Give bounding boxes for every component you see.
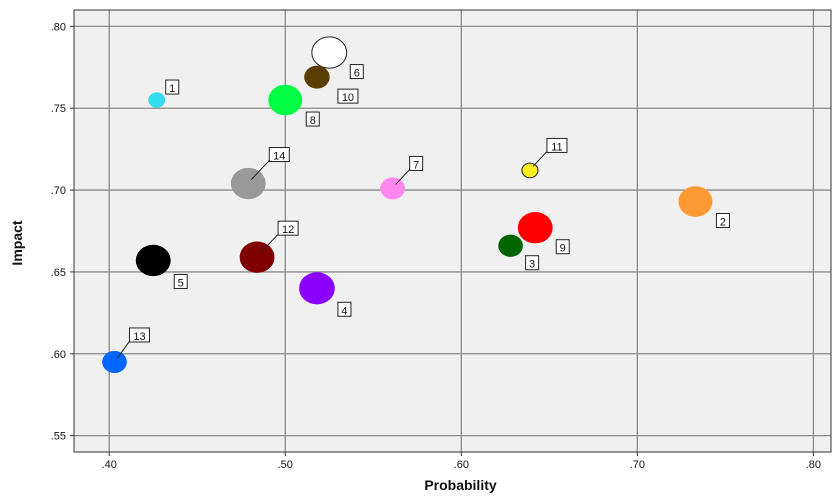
point-label-box: [525, 255, 540, 271]
point-label-box: [268, 147, 290, 163]
plot-area: [74, 10, 831, 452]
axis-ticks: .40 .50 .60 .70 .80 .55 .60 .65 .70 .75 .80: [51, 21, 821, 471]
point-label: 14: [273, 151, 285, 163]
data-point-12: [239, 241, 275, 273]
point-label: 2: [720, 217, 726, 229]
y-tick-label: .65: [51, 267, 66, 279]
point-label-box: [173, 273, 188, 289]
point-label-box: [349, 64, 364, 80]
x-tick-label: .50: [278, 459, 293, 471]
point-label-box: [165, 79, 180, 95]
point-label: 8: [310, 115, 316, 127]
point-label: 6: [354, 68, 360, 80]
label-leader-line: [395, 168, 412, 185]
point-label: 13: [133, 331, 145, 343]
data-point-4: [299, 272, 335, 305]
plot-border: [73, 9, 832, 453]
point-label-box: [277, 220, 299, 236]
data-point-3: [498, 234, 523, 257]
data-point-10: [304, 65, 330, 89]
point-label-box: [128, 327, 150, 343]
point-label: 11: [551, 141, 562, 153]
y-tick-label: .60: [51, 349, 66, 361]
point-label-box: [305, 111, 320, 127]
point-label-box: [546, 137, 568, 153]
x-tick-label: .80: [806, 459, 821, 471]
point-label-box: [337, 88, 359, 104]
label-leader-line: [259, 232, 280, 254]
data-point-5: [135, 244, 171, 277]
point-label: 1: [169, 83, 175, 95]
y-tick-label: .75: [51, 103, 66, 115]
data-point-1: [148, 92, 166, 108]
data-point-8: [268, 84, 303, 116]
x-tick-label: .70: [630, 459, 645, 471]
label-leader-line: [117, 339, 131, 359]
point-label: 5: [178, 277, 184, 289]
x-tick-label: .60: [454, 459, 469, 471]
data-point-7: [380, 177, 405, 200]
y-tick-label: .55: [51, 431, 66, 443]
y-tick-label: .80: [51, 21, 66, 33]
y-tick-label: .70: [51, 185, 66, 197]
point-label-box: [409, 155, 424, 171]
label-leader-line: [532, 150, 549, 167]
data-point-11: [521, 162, 539, 179]
point-label: 10: [342, 92, 354, 104]
point-label: 9: [560, 243, 566, 255]
point-label-box: [337, 301, 352, 317]
point-label: 12: [282, 224, 294, 236]
point-label: 7: [413, 159, 419, 171]
data-point-9: [517, 212, 553, 244]
data-point-14: [230, 167, 266, 200]
point-label: 3: [529, 259, 535, 271]
data-point-13: [102, 350, 127, 374]
data-points: [102, 36, 713, 374]
x-axis-title: Probability: [424, 477, 497, 493]
y-axis-title: Impact: [9, 220, 25, 265]
data-point-2: [678, 186, 713, 217]
data-point-6: [311, 36, 348, 69]
point-label: 4: [341, 305, 347, 317]
point-label-box: [555, 239, 570, 255]
x-tick-label: .40: [102, 459, 117, 471]
point-label-box: [715, 213, 730, 229]
label-leader-line: [250, 159, 271, 180]
